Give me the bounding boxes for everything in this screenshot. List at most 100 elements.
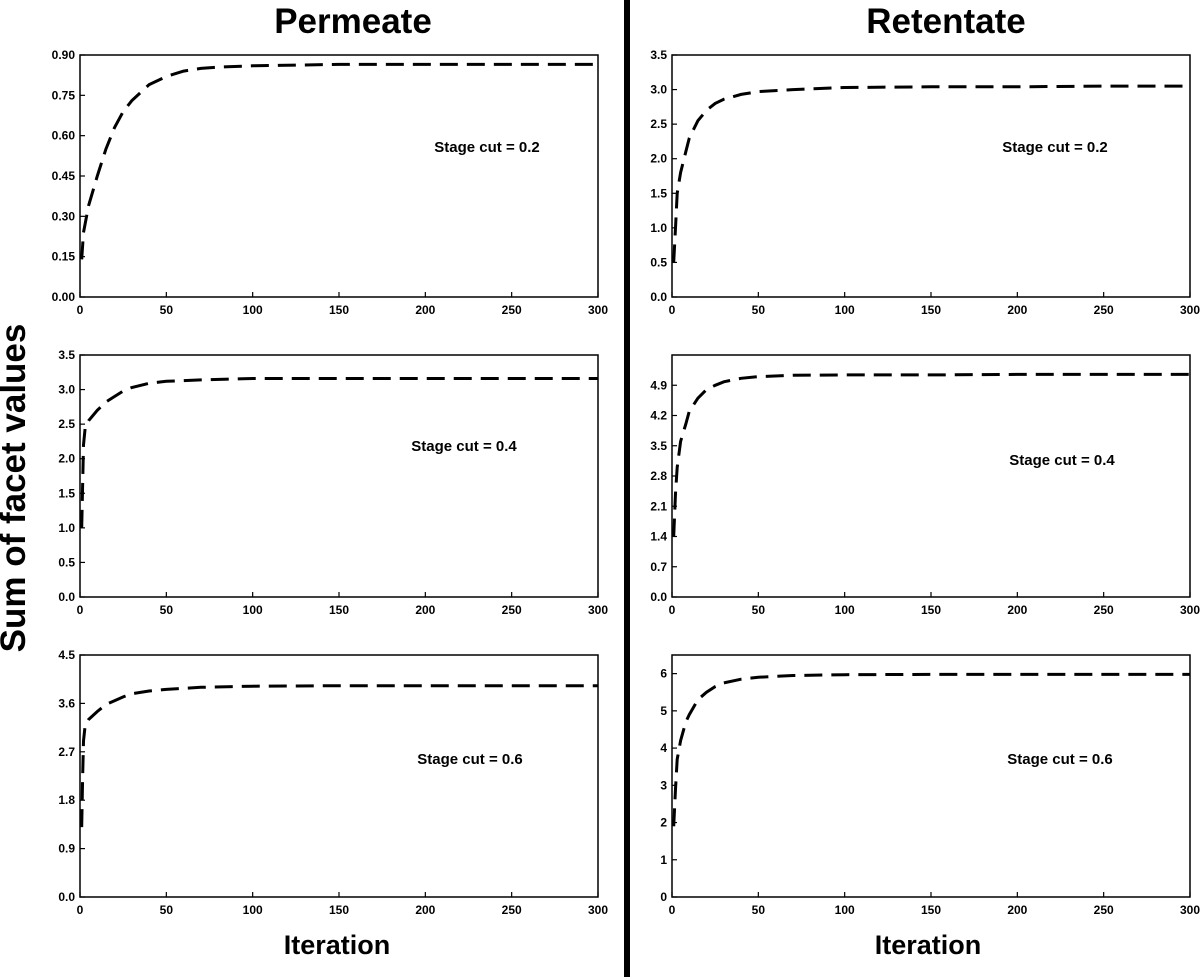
panel-2-y-tick-label: 3.0 bbox=[650, 83, 667, 97]
panel-5-x-tick-label: 0 bbox=[77, 903, 84, 917]
panel-2-y-tick-label: 2.0 bbox=[650, 152, 667, 166]
panel-4-y-tick-label: 2.1 bbox=[650, 499, 667, 513]
panel-2-x-tick-label: 300 bbox=[1180, 303, 1200, 317]
panel-2-y-tick-label: 3.5 bbox=[650, 48, 667, 62]
panel-1-x-tick-label: 300 bbox=[588, 303, 608, 317]
panel-2-x-tick-label: 250 bbox=[1094, 303, 1114, 317]
panel-6-x-tick-label: 50 bbox=[752, 903, 766, 917]
panel-2-x-tick-label: 100 bbox=[835, 303, 855, 317]
panel-1-x-tick-label: 250 bbox=[502, 303, 522, 317]
panel-6-y-tick-label: 1 bbox=[660, 853, 667, 867]
panel-4-x-tick-label: 100 bbox=[835, 603, 855, 617]
panel-6-y-tick-label: 3 bbox=[660, 778, 667, 792]
panel-3-y-tick-label: 1.5 bbox=[58, 486, 75, 500]
panel-3-x-tick-label: 100 bbox=[243, 603, 263, 617]
panel-3-y-tick-label: 2.0 bbox=[58, 452, 75, 466]
panel-6-y-tick-label: 2 bbox=[660, 816, 667, 830]
panel-5-stage-cut-annotation: Stage cut = 0.6 bbox=[417, 751, 522, 768]
panel-4-y-tick-label: 1.4 bbox=[650, 530, 667, 544]
panel-5-y-tick-label: 0.0 bbox=[58, 890, 75, 904]
panel-5-x-tick-label: 150 bbox=[329, 903, 349, 917]
panel-6-y-tick-label: 6 bbox=[660, 667, 667, 681]
panel-4-x-tick-label: 300 bbox=[1180, 603, 1200, 617]
panel-4-x-tick-label: 150 bbox=[921, 603, 941, 617]
panel-1-y-tick-label: 0.15 bbox=[52, 250, 76, 264]
panel-5-y-tick-label: 3.6 bbox=[58, 696, 75, 710]
panel-4-y-tick-label: 3.5 bbox=[650, 439, 667, 453]
panel-4-y-tick-label: 2.8 bbox=[650, 469, 667, 483]
panel-5-y-tick-label: 2.7 bbox=[58, 745, 75, 759]
panel-2-frame bbox=[671, 54, 1191, 298]
panel-1-y-tick-label: 0.45 bbox=[52, 169, 76, 183]
panel-6-x-tick-label: 200 bbox=[1007, 903, 1027, 917]
panel-6-y-tick-label: 4 bbox=[660, 741, 667, 755]
panel-3-x-tick-label: 0 bbox=[77, 603, 84, 617]
panel-6-frame bbox=[671, 654, 1191, 898]
panel-6-y-tick-label: 5 bbox=[660, 704, 667, 718]
panel-5-y-tick-label: 4.5 bbox=[58, 648, 75, 662]
panel-5-x-tick-label: 100 bbox=[243, 903, 263, 917]
panel-4-stage-cut-annotation: Stage cut = 0.4 bbox=[1009, 452, 1115, 469]
panel-1-y-tick-label: 0.60 bbox=[52, 129, 76, 143]
panel-4-y-tick-label: 4.2 bbox=[650, 409, 667, 423]
panel-2-y-tick-label: 2.5 bbox=[650, 117, 667, 131]
panel-2-x-tick-label: 150 bbox=[921, 303, 941, 317]
panel-4-y-tick-label: 4.9 bbox=[650, 378, 667, 392]
panel-4-y-tick-label: 0.0 bbox=[650, 590, 667, 604]
column-divider bbox=[624, 0, 630, 977]
panel-2-y-tick-label: 1.5 bbox=[650, 186, 667, 200]
panel-4-x-tick-label: 250 bbox=[1094, 603, 1114, 617]
panel-2-stage-cut-annotation: Stage cut = 0.2 bbox=[1002, 139, 1107, 156]
panel-3-series-line bbox=[80, 377, 598, 528]
panel-5-series-line bbox=[80, 684, 598, 828]
panel-3-x-tick-label: 250 bbox=[502, 603, 522, 617]
panel-1-frame bbox=[79, 54, 599, 298]
panel-6-stage-cut-annotation: Stage cut = 0.6 bbox=[1007, 751, 1112, 768]
panel-2-y-tick-label: 0.5 bbox=[650, 255, 667, 269]
panel-4-x-tick-label: 200 bbox=[1007, 603, 1027, 617]
panel-5-x-tick-label: 300 bbox=[588, 903, 608, 917]
panel-3-y-tick-label: 3.0 bbox=[58, 383, 75, 397]
panel-2-x-tick-label: 0 bbox=[669, 303, 676, 317]
retentate-x-axis-label: Iteration bbox=[874, 930, 982, 960]
panel-1-x-tick-label: 200 bbox=[415, 303, 435, 317]
panel-3-x-tick-label: 50 bbox=[160, 603, 174, 617]
panel-1-y-tick-label: 0.90 bbox=[52, 48, 76, 62]
panel-3-y-tick-label: 3.5 bbox=[58, 348, 75, 362]
panel-3-frame bbox=[79, 354, 599, 598]
panel-6-y-tick-label: 0 bbox=[660, 890, 667, 904]
panel-3-stage-cut-annotation: Stage cut = 0.4 bbox=[411, 438, 517, 455]
panel-2-x-tick-label: 50 bbox=[752, 303, 766, 317]
panel-3-x-tick-label: 200 bbox=[415, 603, 435, 617]
panel-2-y-tick-label: 0.0 bbox=[650, 290, 667, 304]
panel-3-x-tick-label: 300 bbox=[588, 603, 608, 617]
panel-1-x-tick-label: 100 bbox=[243, 303, 263, 317]
permeate-x-axis-label: Iteration bbox=[283, 930, 391, 960]
panel-3-y-tick-label: 0.5 bbox=[58, 555, 75, 569]
panel-3-y-tick-label: 0.0 bbox=[58, 590, 75, 604]
panel-1-series-line bbox=[80, 62, 598, 260]
retentate-column-title: Retentate bbox=[866, 2, 1026, 41]
panel-2-y-tick-label: 1.0 bbox=[650, 221, 667, 235]
panel-5-y-tick-label: 0.9 bbox=[58, 842, 75, 856]
panel-6-series-line bbox=[672, 672, 1190, 827]
panel-5-x-tick-label: 250 bbox=[502, 903, 522, 917]
panel-5-x-tick-label: 50 bbox=[160, 903, 174, 917]
panel-1-y-tick-label: 0.00 bbox=[52, 290, 76, 304]
panel-4-x-tick-label: 0 bbox=[669, 603, 676, 617]
panel-5-x-tick-label: 200 bbox=[415, 903, 435, 917]
panel-3-x-tick-label: 150 bbox=[329, 603, 349, 617]
panel-4-frame bbox=[671, 354, 1191, 598]
panel-2-x-tick-label: 200 bbox=[1007, 303, 1027, 317]
panel-6-x-tick-label: 250 bbox=[1094, 903, 1114, 917]
panel-5-y-tick-label: 1.8 bbox=[58, 793, 75, 807]
panel-1-y-tick-label: 0.30 bbox=[52, 209, 76, 223]
panel-1-y-tick-label: 0.75 bbox=[52, 88, 76, 102]
panel-6-x-tick-label: 150 bbox=[921, 903, 941, 917]
panel-1-x-tick-label: 50 bbox=[160, 303, 174, 317]
panel-1-stage-cut-annotation: Stage cut = 0.2 bbox=[434, 139, 539, 156]
panel-6-x-tick-label: 100 bbox=[835, 903, 855, 917]
panel-3-y-tick-label: 2.5 bbox=[58, 417, 75, 431]
panel-3-y-tick-label: 1.0 bbox=[58, 521, 75, 535]
